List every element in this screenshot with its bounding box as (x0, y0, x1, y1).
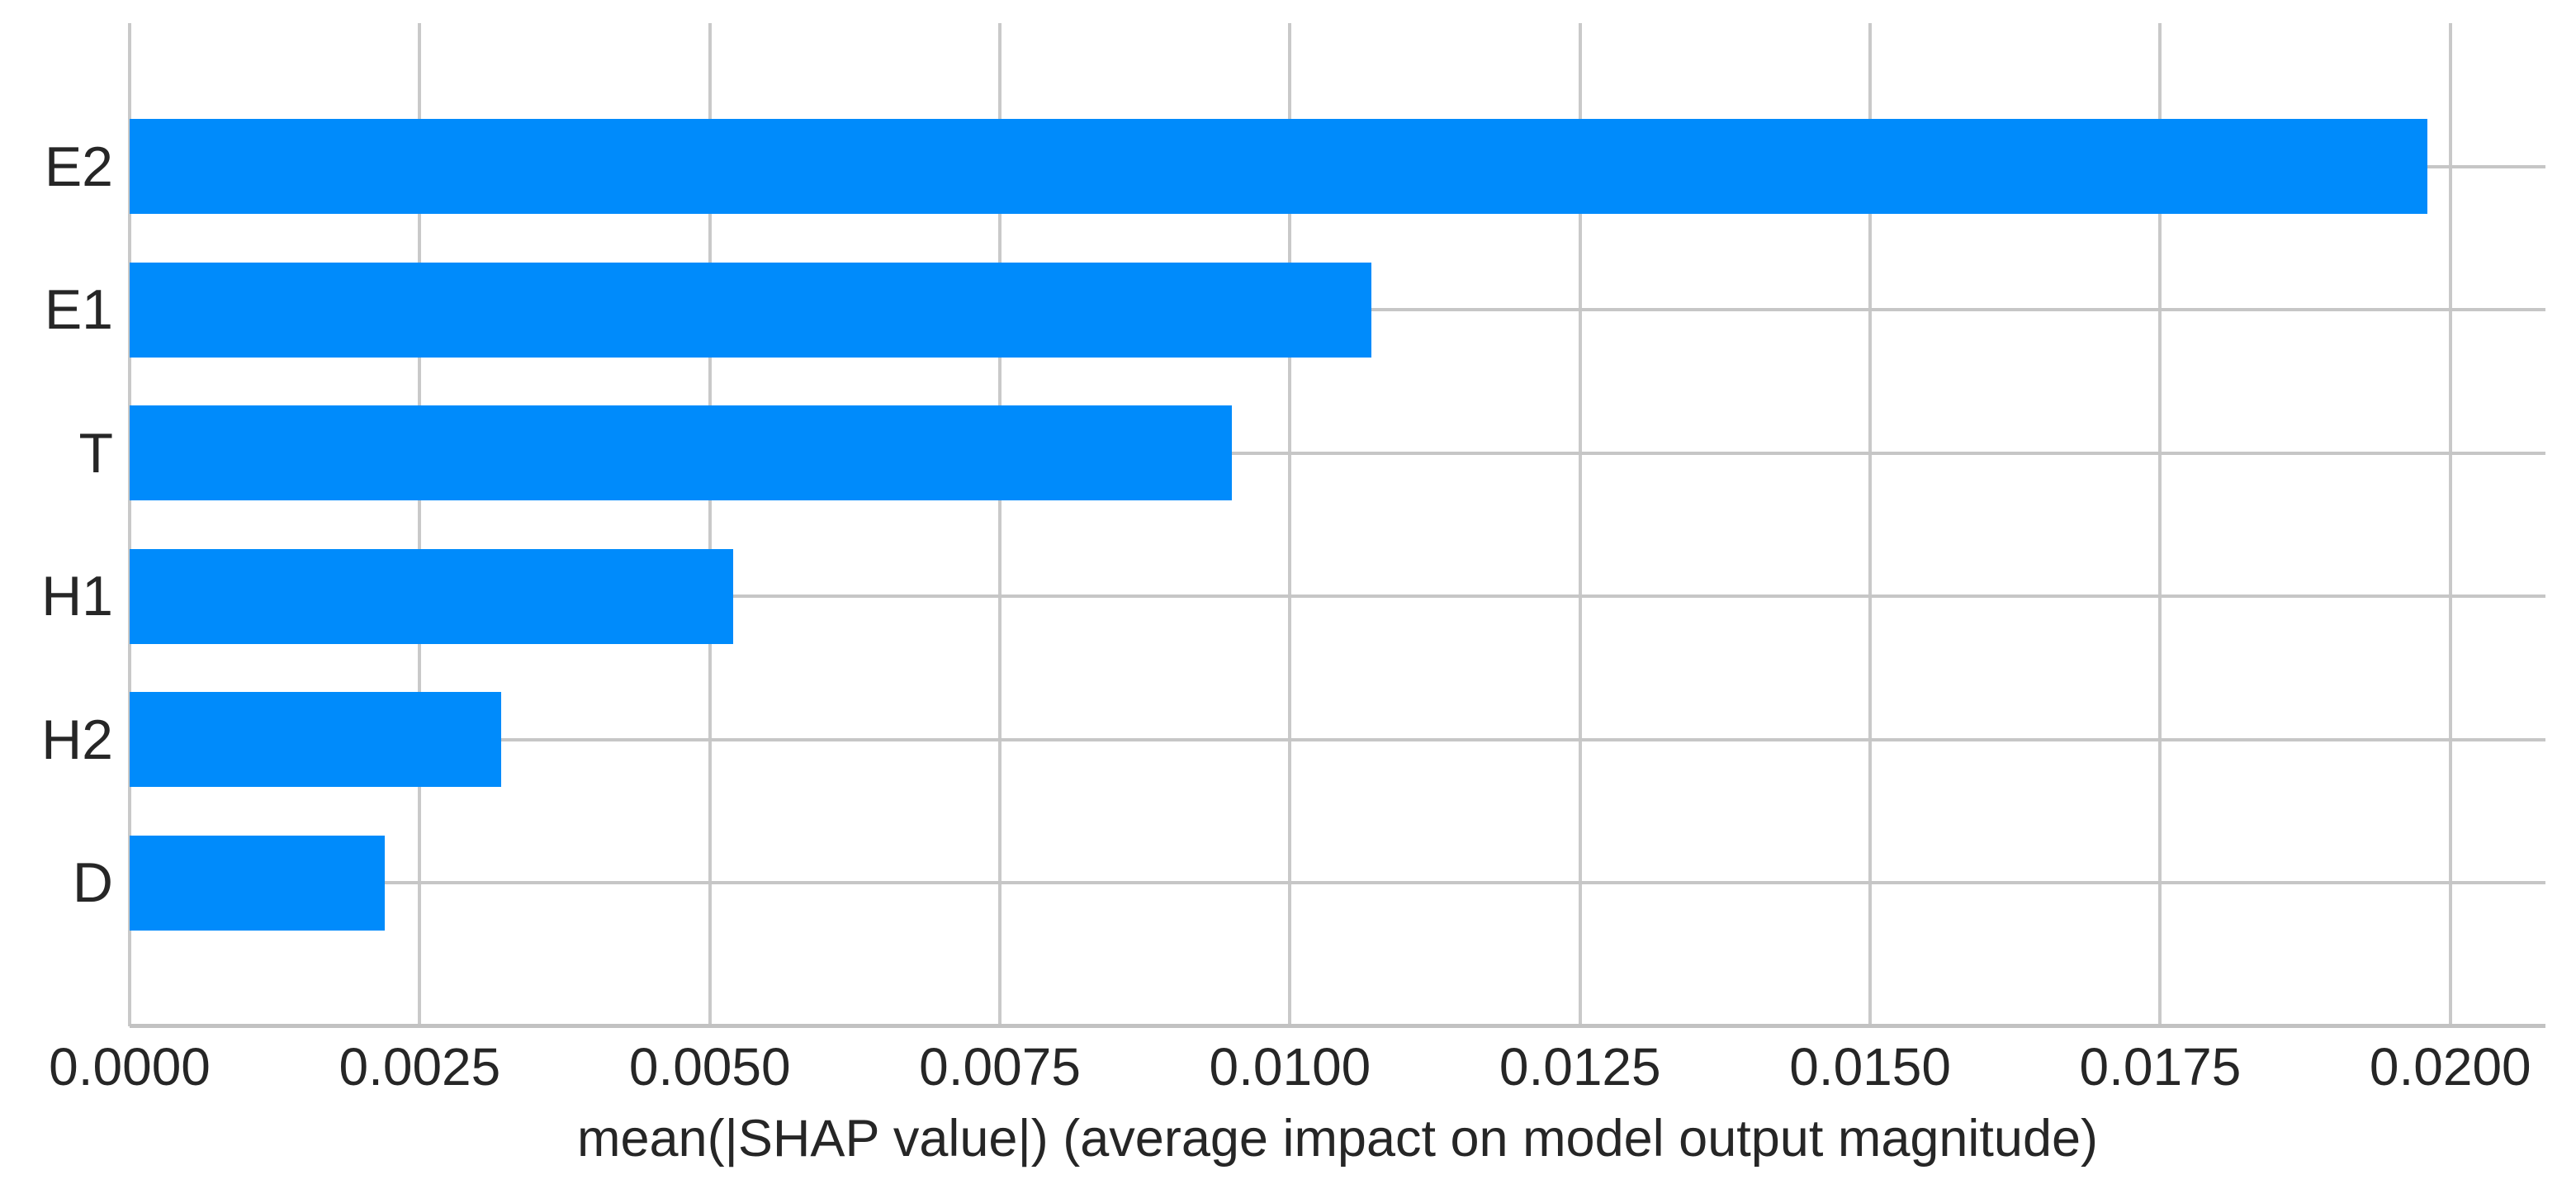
y-tick-label: E2 (44, 135, 113, 198)
h-gridline (130, 737, 2545, 741)
bar-e2 (130, 119, 2427, 215)
v-gridline (1868, 23, 1873, 1026)
x-tick-label: 0.0050 (628, 1037, 791, 1097)
y-tick-label: H1 (41, 565, 113, 628)
y-axis-tick-labels: E2 E1 T H1 H2 D (0, 23, 113, 1026)
v-gridline (1578, 23, 1582, 1026)
bar-d (130, 835, 386, 931)
bar-h1 (130, 548, 733, 644)
x-tick-label: 0.0100 (1209, 1037, 1371, 1097)
y-tick-label: T (78, 421, 113, 485)
h-gridline (130, 594, 2545, 599)
bar-t (130, 405, 1233, 501)
x-tick-label: 0.0000 (49, 1037, 211, 1097)
v-gridline (418, 23, 422, 1026)
x-tick-label: 0.0075 (919, 1037, 1081, 1097)
v-gridline (1288, 23, 1292, 1026)
x-tick-label: 0.0150 (1789, 1037, 1951, 1097)
x-tick-label: 0.0025 (339, 1037, 501, 1097)
x-tick-label: 0.0175 (2079, 1037, 2242, 1097)
y-tick-label: D (72, 851, 113, 915)
x-axis-title: mean(|SHAP value|) (average impact on mo… (576, 1110, 2099, 1168)
plot-area (128, 23, 2545, 1028)
h-gridline (130, 881, 2545, 885)
v-gridline (2158, 23, 2162, 1026)
x-axis-tick-labels: 0.0000 0.0025 0.0050 0.0075 0.0100 0.0125 0.01… (49, 1037, 2545, 1103)
y-tick-label: H2 (41, 708, 113, 771)
y-tick-label: E1 (44, 278, 113, 342)
v-gridline (708, 23, 712, 1026)
x-tick-label: 0.0125 (1499, 1037, 1661, 1097)
x-tick-label: 0.0200 (2369, 1037, 2531, 1097)
h-gridline (130, 451, 2545, 455)
bar-e1 (130, 262, 1371, 358)
v-gridline (998, 23, 1002, 1026)
bar-h2 (130, 692, 501, 788)
x-axis-line (130, 1024, 2545, 1028)
v-gridline (2448, 23, 2452, 1026)
v-gridline (128, 23, 131, 1026)
